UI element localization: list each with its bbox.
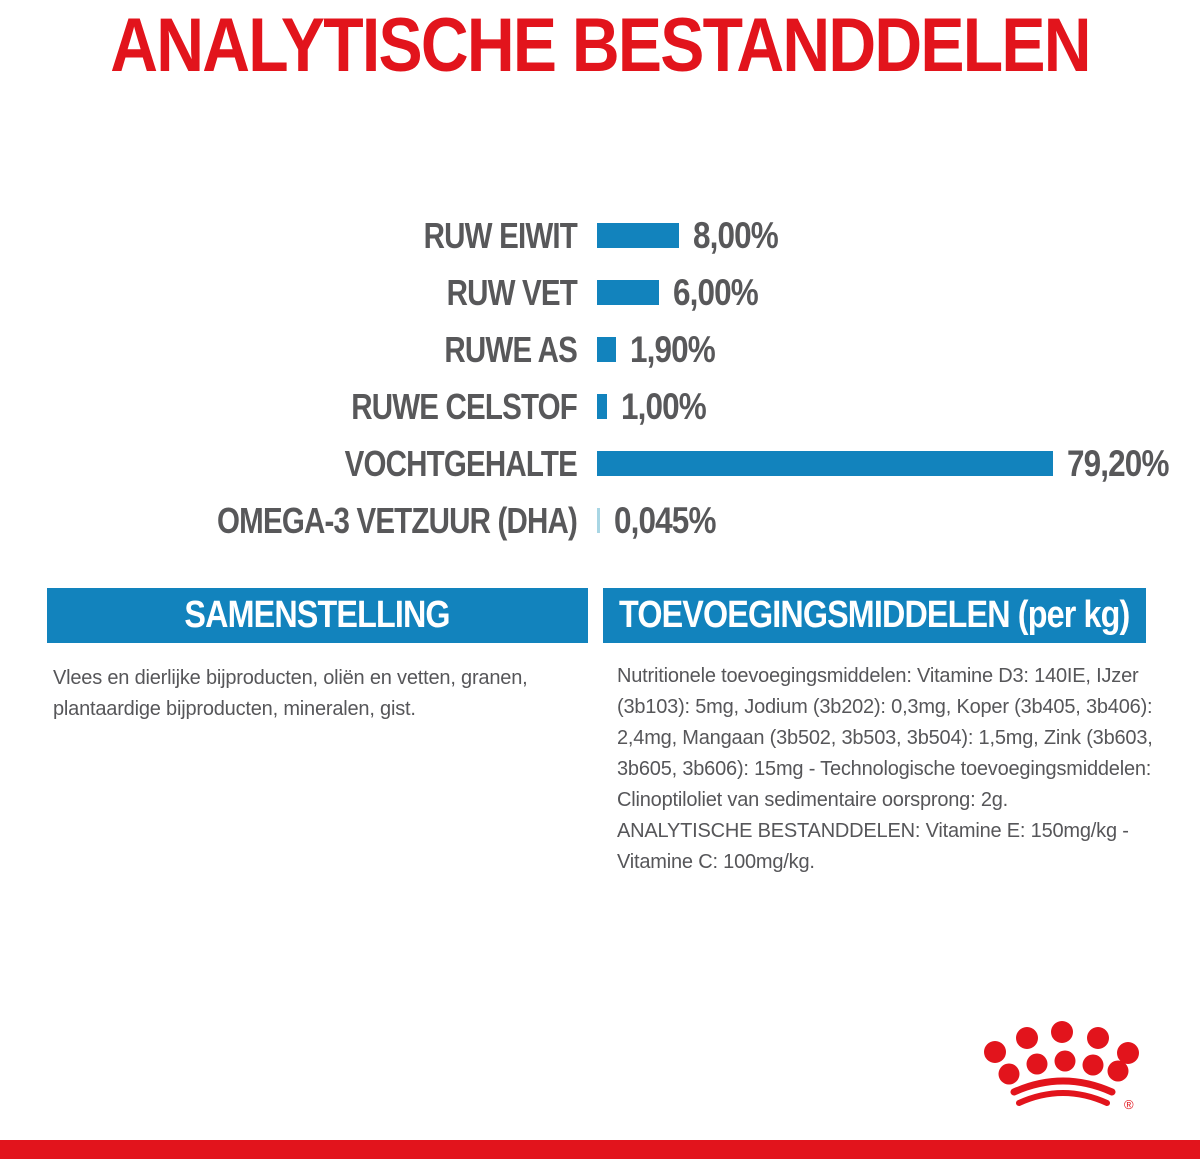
additives-section-header: TOEVOEGINGSMIDDELEN (per kg) <box>603 588 1146 643</box>
registered-trademark-icon: ® <box>1124 1097 1134 1112</box>
composition-section-header: SAMENSTELLING <box>47 588 588 643</box>
chart-category-label: VOCHTGEHALTE <box>344 442 578 484</box>
chart-category-label: RUWE AS <box>444 328 577 370</box>
chart-value-label: 0,045% <box>614 499 716 541</box>
chart-row: RUW EIWIT 8,00% <box>20 207 1180 264</box>
chart-category-label: RUW EIWIT <box>423 214 578 256</box>
chart-value-label: 1,90% <box>630 328 716 370</box>
chart-row: RUW VET 6,00% <box>20 264 1180 321</box>
bar <box>597 223 679 248</box>
chart-row: VOCHTGEHALTE 79,20% <box>20 435 1180 492</box>
bar <box>597 508 600 533</box>
additives-heading: TOEVOEGINGSMIDDELEN (per kg) <box>619 594 1130 636</box>
page-title: ANALYTISCHE BESTANDDELEN <box>110 3 1091 88</box>
additives-body: Nutritionele toevoegingsmiddelen: Vitami… <box>617 661 1162 878</box>
chart-row: RUWE CELSTOF 1,00% <box>20 378 1180 435</box>
chart-category-label: OMEGA-3 VETZUUR (DHA) <box>217 499 578 541</box>
chart-value-label: 6,00% <box>672 271 759 313</box>
additives-paragraph-analytical: ANALYTISCHE BESTANDDELEN: Vitamine E: 15… <box>617 820 1129 873</box>
chart-value-label: 1,00% <box>621 385 707 427</box>
composition-heading: SAMENSTELLING <box>184 594 451 636</box>
chart-row: RUWE AS 1,90% <box>20 321 1180 378</box>
bar <box>597 394 608 419</box>
composition-body: Vlees en dierlijke bijproducten, oliën e… <box>53 667 528 720</box>
analytical-constituents-chart: RUW EIWIT 8,00% RUW VET 6,00% RUWE AS 1,… <box>20 207 1180 549</box>
chart-category-label: RUWE CELSTOF <box>351 385 578 427</box>
chart-category-label: RUW VET <box>446 271 578 313</box>
bottom-red-band <box>0 1140 1200 1159</box>
chart-row: OMEGA-3 VETZUUR (DHA) 0,045% <box>20 492 1180 549</box>
bar <box>597 280 659 305</box>
chart-value-label: 79,20% <box>1067 442 1169 484</box>
chart-value-label: 8,00% <box>693 214 779 256</box>
additives-paragraph-nutritional: Nutritionele toevoegingsmiddelen: Vitami… <box>617 665 1153 811</box>
bar <box>597 451 1053 476</box>
bar <box>597 337 617 362</box>
royal-canin-crown-logo: ® <box>984 1021 1139 1112</box>
